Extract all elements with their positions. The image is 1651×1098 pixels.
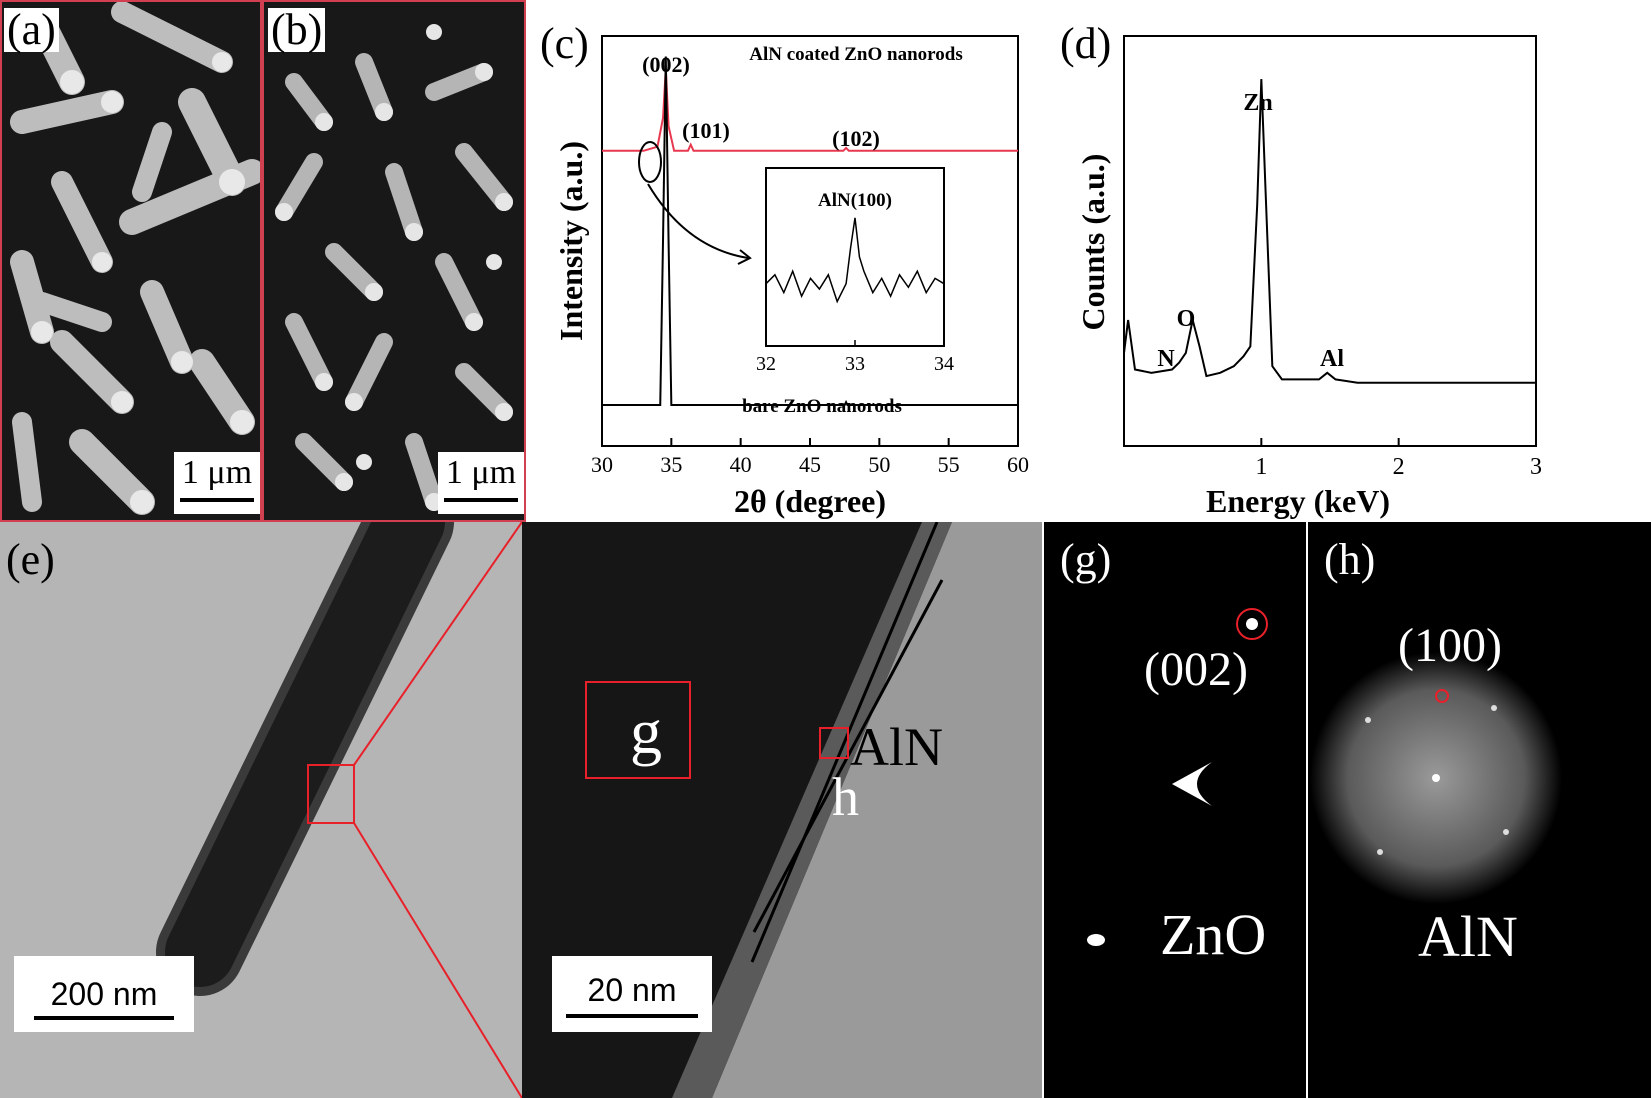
x-tick-label: 2 bbox=[1393, 454, 1405, 480]
peak-label: Zn bbox=[1243, 90, 1272, 116]
x-tick-label: 55 bbox=[938, 452, 960, 477]
sem-image-b: (b) 1 μm bbox=[262, 0, 526, 522]
x-tick-label: 35 bbox=[660, 452, 682, 477]
scale-line-a bbox=[180, 498, 254, 502]
scale-bar-a: 1 μm bbox=[174, 452, 260, 514]
scale-label-a: 1 μm bbox=[181, 454, 253, 491]
x-tick-label: 50 bbox=[868, 452, 890, 477]
zoom-arrow bbox=[647, 183, 749, 259]
y-axis-label: Intensity (a.u.) bbox=[553, 141, 589, 341]
peak-label: (102) bbox=[832, 126, 880, 151]
inset-x-tick-label: 33 bbox=[845, 353, 865, 375]
x-tick-label: 30 bbox=[591, 452, 613, 477]
peak-label: N bbox=[1157, 346, 1175, 372]
box-label-h: h bbox=[832, 767, 859, 827]
peak-label: (101) bbox=[682, 118, 730, 143]
x-tick-label: 45 bbox=[799, 452, 821, 477]
x-tick-label: 3 bbox=[1530, 454, 1542, 480]
scale-bar-b: 1 μm bbox=[438, 452, 524, 514]
tem-image-e: (e) 200 nm bbox=[0, 522, 522, 1098]
panel-label-g: (g) bbox=[1060, 535, 1112, 584]
y-axis-label: Counts (a.u.) bbox=[1075, 154, 1111, 331]
fft-image-h: (h) (100) AlN bbox=[1306, 522, 1651, 1098]
plot-frame bbox=[1123, 35, 1537, 447]
scale-label-b: 1 μm bbox=[445, 454, 517, 491]
x-tick-label: 40 bbox=[730, 452, 752, 477]
fft-pattern-g bbox=[1044, 522, 1306, 1098]
aln-layer-label: AlN bbox=[850, 717, 943, 777]
series-label-coated: AlN coated ZnO nanorods bbox=[749, 44, 962, 65]
box-label-g: g bbox=[630, 696, 662, 767]
spot-label-h: (100) bbox=[1398, 619, 1502, 672]
inset-series-line bbox=[765, 217, 945, 304]
x-tick-label: 1 bbox=[1255, 454, 1267, 480]
series-label-bare: bare ZnO nanorods bbox=[742, 396, 902, 417]
inset-frame bbox=[765, 167, 945, 347]
panel-label-e: (e) bbox=[6, 535, 55, 584]
peak-label: Al bbox=[1320, 346, 1344, 372]
x-axis-label: Energy (keV) bbox=[1206, 483, 1390, 519]
series-line-bare bbox=[602, 56, 1018, 406]
panel-label-c: (c) bbox=[540, 19, 589, 68]
series-line-eds bbox=[1123, 79, 1536, 384]
scale-label-f: 20 nm bbox=[587, 972, 677, 1008]
peak-label: (002) bbox=[642, 52, 690, 77]
material-label-h: AlN bbox=[1418, 904, 1518, 969]
peak-label: O bbox=[1177, 306, 1196, 332]
tem-image-f: g AlN h 20 nm bbox=[522, 522, 1042, 1098]
zoom-arrowhead bbox=[737, 249, 752, 265]
eds-chart-panel: (d) 1 2 3 Energy (keV) Counts (a.u.) N O Zn Al bbox=[1046, 0, 1651, 522]
eds-chart: 1 2 3 Energy (keV) Counts (a.u.) NO Zn Al bbox=[1075, 35, 1542, 519]
panel-label-a: (a) bbox=[4, 8, 59, 52]
scale-bar-e: 200 nm bbox=[14, 956, 194, 1032]
fft-pattern-h bbox=[1308, 522, 1651, 1098]
fft-image-g: (g) (002) ZnO bbox=[1044, 522, 1306, 1098]
scale-line-e bbox=[34, 1016, 174, 1020]
nanorods-a bbox=[2, 2, 260, 520]
x-axis-label: 2θ (degree) bbox=[734, 483, 886, 519]
xrd-chart: 30 35 40 45 50 55 60 2θ (degree) Intensity (a.u.… bbox=[553, 35, 1029, 519]
scale-bar-f: 20 nm bbox=[552, 956, 712, 1032]
x-tick-label: 60 bbox=[1007, 452, 1029, 477]
zoom-circle bbox=[638, 141, 662, 183]
scale-line-b bbox=[444, 498, 518, 502]
scale-line-f bbox=[566, 1014, 698, 1018]
series-line-coated bbox=[602, 68, 1018, 152]
spot-label-g: (002) bbox=[1144, 643, 1248, 696]
scale-label-e: 200 nm bbox=[50, 976, 158, 1012]
inset-x-tick-label: 32 bbox=[756, 353, 776, 375]
nanorods-b bbox=[264, 2, 524, 520]
inset-title: AlN(100) bbox=[818, 190, 892, 211]
panel-label-h: (h) bbox=[1324, 535, 1376, 584]
panel-label-d: (d) bbox=[1060, 19, 1112, 68]
panel-label-b: (b) bbox=[268, 8, 326, 52]
xrd-chart-panel: (c) 30 35 40 45 50 55 60 2θ (degree) Intensity (… bbox=[526, 0, 1046, 522]
inset-x-tick-label: 34 bbox=[934, 353, 954, 375]
material-label-g: ZnO bbox=[1160, 902, 1267, 967]
sem-image-a: (a) 1 μm bbox=[0, 0, 262, 522]
